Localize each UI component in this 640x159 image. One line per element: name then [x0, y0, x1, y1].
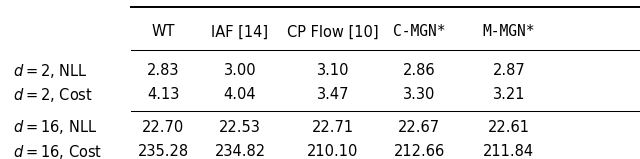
Text: 2.86: 2.86 — [403, 63, 435, 78]
Text: C-MGN*: C-MGN* — [393, 24, 445, 39]
Text: 22.61: 22.61 — [488, 120, 530, 135]
Text: WT: WT — [152, 24, 175, 39]
Text: 22.70: 22.70 — [142, 120, 184, 135]
Text: $d = 16$, Cost: $d = 16$, Cost — [13, 143, 102, 159]
Text: M-MGN*: M-MGN* — [483, 24, 535, 39]
Text: $d = 2$, NLL: $d = 2$, NLL — [13, 62, 88, 80]
Text: 22.67: 22.67 — [398, 120, 440, 135]
Text: 22.53: 22.53 — [219, 120, 261, 135]
Text: 4.04: 4.04 — [224, 87, 256, 102]
Text: 3.30: 3.30 — [403, 87, 435, 102]
Text: 3.00: 3.00 — [224, 63, 256, 78]
Text: 211.84: 211.84 — [483, 144, 534, 159]
Text: 4.13: 4.13 — [147, 87, 179, 102]
Text: 2.83: 2.83 — [147, 63, 179, 78]
Text: CP Flow [10]: CP Flow [10] — [287, 24, 379, 39]
Text: 3.21: 3.21 — [493, 87, 525, 102]
Text: $d = 2$, Cost: $d = 2$, Cost — [13, 86, 93, 104]
Text: 22.71: 22.71 — [312, 120, 354, 135]
Text: 3.47: 3.47 — [317, 87, 349, 102]
Text: IAF [14]: IAF [14] — [211, 24, 269, 39]
Text: 235.28: 235.28 — [138, 144, 189, 159]
Text: $d = 16$, NLL: $d = 16$, NLL — [13, 118, 97, 136]
Text: 234.82: 234.82 — [214, 144, 266, 159]
Text: 212.66: 212.66 — [394, 144, 445, 159]
Text: 2.87: 2.87 — [492, 63, 525, 78]
Text: 210.10: 210.10 — [307, 144, 358, 159]
Text: 3.10: 3.10 — [317, 63, 349, 78]
